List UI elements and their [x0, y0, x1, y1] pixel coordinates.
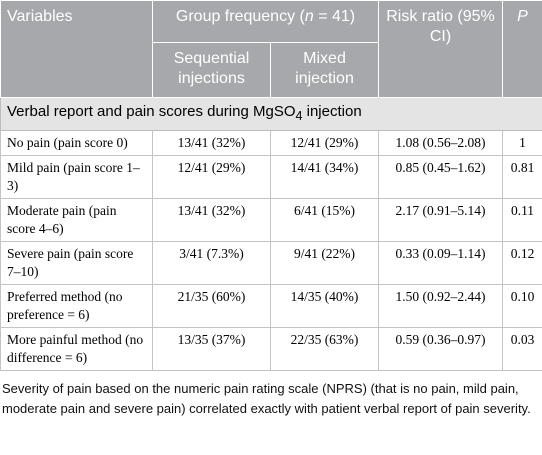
- table-row: No pain (pain score 0) 13/41 (32%) 12/41 (…: [0, 130, 542, 156]
- value-cell: 0.12: [502, 241, 542, 285]
- value-cell: 0.03: [502, 327, 542, 371]
- table-row: Preferred method (no preference = 6) 21/3…: [0, 284, 542, 328]
- value-cell: 0.81: [502, 155, 542, 199]
- value-cell: 13/35 (37%): [152, 327, 271, 371]
- value-cell: 0.11: [502, 198, 542, 242]
- header-cell: Sequential injections: [152, 42, 271, 98]
- header-cell: Variables: [0, 0, 153, 98]
- value-cell: 3/41 (7.3%): [152, 241, 271, 285]
- value-cell: 14/41 (34%): [270, 155, 379, 199]
- value-cell: 13/41 (32%): [152, 130, 271, 156]
- section-text: 4: [295, 109, 303, 123]
- section-text: Verbal report and pain scores during MgS…: [7, 103, 296, 120]
- table-row: Mild pain (pain score 1–3) 12/41 (29%) 14/…: [0, 155, 542, 199]
- header-text: Risk ratio (95% CI): [386, 8, 495, 45]
- value-cell: 9/41 (22%): [270, 241, 379, 285]
- value-cell: 21/35 (60%): [152, 284, 271, 328]
- header-text: = 41): [313, 8, 356, 25]
- value-cell: 0.59 (0.36–0.97): [378, 327, 503, 371]
- section-text: injection: [302, 103, 362, 120]
- value-cell: 14/35 (40%): [270, 284, 379, 328]
- variable-cell: More painful method (no difference = 6): [0, 327, 153, 371]
- header-cell: Mixed injection: [270, 42, 379, 98]
- value-cell: 1: [502, 130, 542, 156]
- table-row: Moderate pain (pain score 4–6) 13/41 (32%…: [0, 198, 542, 242]
- variable-cell: Mild pain (pain score 1–3): [0, 155, 153, 199]
- variable-cell: No pain (pain score 0): [0, 130, 153, 156]
- variable-cell: Moderate pain (pain score 4–6): [0, 198, 153, 242]
- value-cell: 1.50 (0.92–2.44): [378, 284, 503, 328]
- header-text: Mixed injection: [295, 50, 354, 87]
- header-cell: Risk ratio (95% CI): [378, 0, 503, 98]
- value-cell: 12/41 (29%): [270, 130, 379, 156]
- header-cell: P: [502, 0, 542, 98]
- table-row: Severe pain (pain score 7–10) 3/41 (7.3%)…: [0, 241, 542, 285]
- value-cell: 0.10: [502, 284, 542, 328]
- value-cell: 2.17 (0.91–5.14): [378, 198, 503, 242]
- value-cell: 6/41 (15%): [270, 198, 379, 242]
- data-table: Variables Group frequency (n = 41) Risk …: [0, 0, 542, 371]
- table-row: More painful method (no difference = 6) 1…: [0, 327, 542, 371]
- header-text: Group frequency (: [175, 8, 305, 25]
- value-cell: 22/35 (63%): [270, 327, 379, 371]
- value-cell: 0.85 (0.45–1.62): [378, 155, 503, 199]
- variable-cell: Severe pain (pain score 7–10): [0, 241, 153, 285]
- header-cell: Group frequency (n = 41): [152, 0, 379, 43]
- header-text: Sequential injections: [173, 50, 250, 87]
- header-text: Variables: [7, 8, 73, 25]
- header-text: P: [517, 8, 528, 25]
- footnote: Severity of pain based on the numeric pa…: [2, 381, 531, 416]
- value-cell: 0.33 (0.09–1.14): [378, 241, 503, 285]
- value-cell: 13/41 (32%): [152, 198, 271, 242]
- section-cell: Verbal report and pain scores during MgS…: [0, 97, 542, 131]
- header-text: n: [304, 8, 314, 25]
- value-cell: 12/41 (29%): [152, 155, 271, 199]
- variable-cell: Preferred method (no preference = 6): [0, 284, 153, 328]
- value-cell: 1.08 (0.56–2.08): [378, 130, 503, 156]
